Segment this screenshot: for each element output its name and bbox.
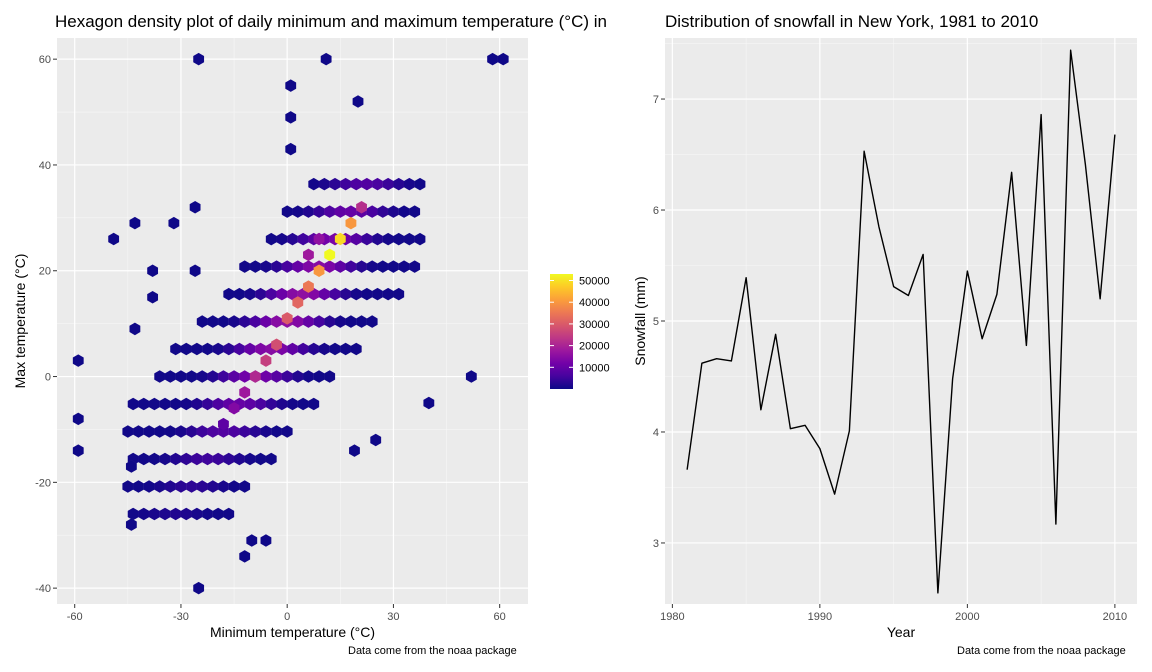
hex-bin-high — [239, 386, 251, 399]
hexbin-x-tick-label: 0 — [284, 611, 290, 623]
hex-bin — [414, 177, 426, 191]
hex-bin — [308, 397, 320, 411]
snowfall-y-tick-label: 5 — [653, 316, 659, 328]
hex-bin — [129, 322, 141, 336]
hexbin-y-tick-label: 0 — [45, 372, 51, 384]
hex-bin — [72, 412, 84, 426]
hex-bin-high — [334, 232, 346, 246]
hex-bin — [409, 205, 421, 219]
snowfall-x-tick-label: 1990 — [808, 611, 832, 623]
hex-bin — [125, 459, 137, 473]
hexbin-legend-label: 30000 — [579, 319, 610, 331]
hex-bin — [393, 287, 405, 301]
snowfall-chart-title: Distribution of snowfall in New York, 19… — [665, 12, 1039, 31]
hex-bin-high — [249, 370, 261, 383]
hex-bin — [285, 110, 297, 124]
hex-bin — [125, 518, 137, 532]
hexbin-legend-label: 50000 — [579, 276, 610, 288]
snowfall-y-tick-label: 7 — [653, 94, 659, 106]
hex-bin — [414, 232, 426, 246]
hex-bin — [147, 264, 159, 278]
hex-bin-high — [281, 312, 293, 325]
hex-bin — [129, 216, 141, 230]
hex-bin — [239, 549, 251, 563]
hex-bin — [324, 370, 336, 384]
snowfall-y-tick-label: 4 — [653, 427, 659, 439]
hexbin-chart-caption: Data come from the noaa package — [348, 645, 517, 657]
snowfall-line-chart: 1980 1990 2000 2010 3 4 5 6 7 Year Snowfall (mm) — [632, 38, 1137, 640]
snowfall-x-axis-label: Year — [887, 624, 916, 640]
hexbin-x-tick-label: 60 — [494, 611, 506, 623]
hexbin-legend-colorbar — [550, 274, 573, 389]
hex-bin — [265, 452, 277, 466]
snowfall-chart-panel: Distribution of snowfall in New York, 19… — [630, 0, 1152, 672]
hex-bin — [72, 354, 84, 368]
snowfall-x-tick-label: 1980 — [660, 611, 684, 623]
hex-bin — [193, 581, 205, 595]
hex-bin-high — [313, 232, 325, 246]
hex-bin — [348, 444, 361, 458]
hex-bin — [260, 534, 272, 548]
hexbin-legend-label: 10000 — [579, 362, 610, 374]
hex-bin-high — [324, 248, 336, 262]
hex-bin — [223, 507, 235, 521]
snowfall-y-tick-label: 3 — [653, 538, 659, 550]
hex-bin — [285, 79, 297, 93]
hex-bin-high — [260, 354, 272, 367]
hexbin-x-tick-label: -30 — [173, 611, 189, 623]
hex-bin — [285, 142, 297, 156]
snowfall-y-axis-label: Snowfall (mm) — [632, 276, 648, 365]
hex-bin — [168, 216, 180, 230]
hex-bin — [147, 290, 159, 304]
hex-bin — [239, 479, 251, 493]
snowfall-chart-caption: Data come from the noaa package — [957, 645, 1126, 657]
hexbin-y-tick-label: -20 — [35, 477, 51, 489]
hexbin-legend-label: 20000 — [579, 341, 610, 353]
hex-bin — [189, 200, 201, 214]
hex-bin — [246, 534, 258, 548]
hexbin-y-tick-label: -40 — [35, 583, 51, 595]
hex-bin — [108, 232, 120, 246]
hex-bin-high — [303, 248, 314, 262]
snowfall-series-line — [686, 49, 1116, 594]
snowfall-y-tick-label: 6 — [653, 205, 659, 217]
snowfall-x-tick-label: 2000 — [955, 611, 979, 623]
hexbin-y-tick-label: 40 — [39, 160, 51, 172]
hexbin-y-tick-label: 20 — [39, 266, 51, 278]
hex-bin — [352, 94, 364, 108]
hexbin-x-tick-label: -60 — [67, 611, 83, 623]
hex-bin — [320, 52, 332, 66]
hex-bin-high — [303, 280, 314, 293]
snowfall-x-tick-label: 2010 — [1103, 611, 1127, 623]
hex-bin — [497, 52, 509, 66]
hexbin-chart-title: Hexagon density plot of daily minimum an… — [55, 12, 607, 31]
hex-bin-high — [313, 264, 325, 277]
hex-bin-high — [356, 201, 367, 214]
hexbin-y-axis-label: Max temperature (°C) — [12, 254, 28, 389]
hex-bin — [465, 370, 477, 384]
hexbin-chart-panel: Hexagon density plot of daily minimum an… — [12, 12, 610, 657]
hex-bin-high — [271, 338, 282, 352]
hexbin-legend-label: 40000 — [579, 297, 610, 309]
hex-bin — [281, 425, 293, 439]
hex-bin — [72, 444, 84, 458]
hexbin-chart: -60 -30 0 30 60 -40 -20 0 20 40 60 Minimum temperat… — [12, 38, 610, 640]
hex-bin-high — [228, 402, 240, 415]
hex-bin-high — [292, 296, 304, 309]
hex-bin-high — [345, 216, 357, 230]
hex-bin — [423, 396, 435, 410]
hex-bin — [350, 342, 362, 356]
hex-bin — [193, 52, 205, 66]
hexbin-y-tick-label: 60 — [39, 54, 51, 66]
hexbin-x-tick-label: 30 — [387, 611, 399, 623]
hexbin-x-axis-label: Minimum temperature (°C) — [210, 624, 375, 640]
hex-bin-high — [218, 417, 229, 431]
hex-bin — [370, 433, 382, 447]
hex-bin — [409, 260, 421, 274]
hex-bin — [189, 264, 201, 278]
hex-bin — [366, 315, 378, 329]
